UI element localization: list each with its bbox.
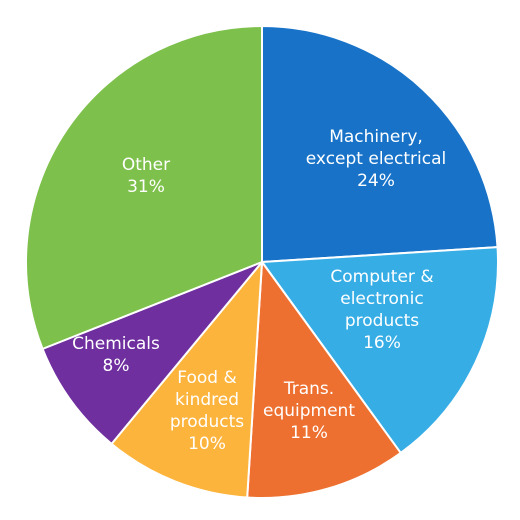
slice-label-line: Computer & [330, 267, 433, 287]
slice-label-line: equipment [263, 401, 355, 421]
slice-label-line: 10% [188, 434, 226, 454]
slice-label-4: Chemicals 8% [72, 334, 160, 376]
pie-slice-3 [110, 261, 263, 499]
slice-label-line: kindred [175, 390, 239, 410]
slice-label-line: Machinery, [329, 127, 423, 147]
pie-slice-5 [24, 25, 263, 350]
pie-slice-1 [261, 246, 499, 454]
slice-label-line: 31% [127, 177, 165, 197]
slice-label-3: Food & kindred products 10% [170, 368, 244, 454]
pie-slices [24, 25, 499, 499]
slice-label-line: 8% [103, 356, 130, 376]
slice-label-line: 16% [363, 333, 401, 353]
slice-label-line: Food & [177, 368, 236, 388]
pie-slice-4 [41, 261, 263, 445]
slice-label-line: Chemicals [72, 334, 160, 354]
slice-label-line: electronic [340, 289, 424, 309]
slice-label-line: products [170, 412, 244, 432]
pie-slice-2 [246, 261, 402, 499]
slice-label-5: Other 31% [122, 155, 170, 197]
slice-label-line: products [345, 311, 419, 331]
pie-labels: Machinery, except electrical 24% Computer &… [72, 127, 446, 454]
slice-label-1: Computer & electronic products 16% [330, 267, 433, 353]
slice-label-2: Trans. equipment 11% [263, 379, 355, 443]
pie-slice-0 [261, 25, 499, 263]
slice-label-line: 24% [357, 171, 395, 191]
slice-label-line: Other [122, 155, 170, 175]
slice-label-0: Machinery, except electrical 24% [306, 127, 446, 191]
slice-label-line: Trans. [283, 379, 334, 399]
slice-label-line: 11% [290, 423, 328, 443]
slice-label-line: except electrical [306, 149, 446, 169]
